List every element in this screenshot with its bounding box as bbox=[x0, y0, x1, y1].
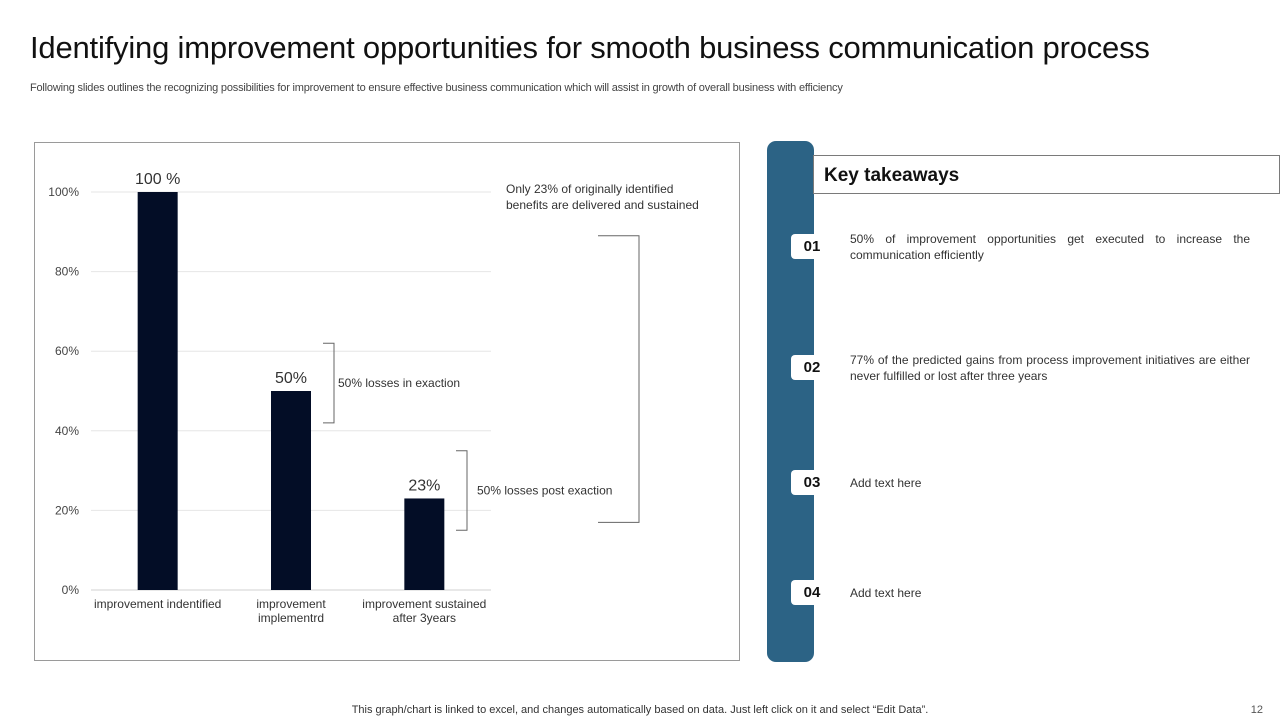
slide-title: Identifying improvement opportunities fo… bbox=[30, 30, 1150, 65]
footer-note: This graph/chart is linked to excel, and… bbox=[351, 704, 929, 716]
takeaways-title: Key takeaways bbox=[824, 165, 960, 186]
bracket-delivered bbox=[598, 235, 640, 523]
y-tick-label: 40% bbox=[55, 424, 79, 438]
takeaway-text-3[interactable]: Add text here bbox=[850, 476, 922, 490]
annotation-losses-exaction: 50% losses in exaction bbox=[338, 376, 460, 390]
bar bbox=[404, 498, 445, 590]
bar bbox=[271, 391, 311, 590]
annotation-delivered-note: Only 23% of originally identified bbox=[506, 182, 673, 196]
data-label: 23% bbox=[408, 477, 440, 494]
takeaways-accent-bar bbox=[767, 141, 814, 662]
takeaways-header: Key takeaways bbox=[813, 155, 1280, 194]
takeaway-text-1[interactable]: 50% of improvement opportunities get exe… bbox=[850, 232, 1250, 262]
y-tick-label: 100% bbox=[48, 185, 79, 199]
x-tick-label: improvement sustained bbox=[362, 597, 486, 611]
x-tick-label: improvement indentified bbox=[94, 597, 221, 611]
y-tick-label: 0% bbox=[62, 583, 80, 597]
x-tick-label: after 3years bbox=[393, 611, 456, 625]
annotation-losses-post-exaction: 50% losses post exaction bbox=[477, 484, 612, 498]
x-tick-label: improvement bbox=[256, 597, 326, 611]
takeaway-number-4: 04 bbox=[791, 580, 833, 605]
takeaway-number-3: 03 bbox=[791, 470, 833, 495]
slide-subtitle: Following slides outlines the recognizin… bbox=[30, 82, 843, 94]
y-tick-label: 60% bbox=[55, 344, 79, 358]
data-label: 100 % bbox=[135, 171, 180, 188]
data-label: 50% bbox=[275, 370, 307, 387]
y-tick-label: 80% bbox=[55, 265, 79, 279]
takeaway-number-2: 02 bbox=[791, 355, 833, 380]
bar bbox=[137, 192, 178, 590]
bar-chart[interactable]: 0% 20% 40% 60% 80% 100% 100 % improvement inden… bbox=[34, 142, 740, 661]
bracket-post-exaction bbox=[456, 450, 468, 531]
bracket-exaction bbox=[323, 342, 335, 424]
page-number: 12 bbox=[1250, 704, 1263, 716]
takeaway-number-1: 01 bbox=[791, 234, 833, 259]
x-tick-label: implementrd bbox=[258, 611, 324, 625]
takeaway-text-4[interactable]: Add text here bbox=[850, 586, 922, 600]
annotation-delivered-note: benefits are delivered and sustained bbox=[506, 198, 699, 212]
y-tick-label: 20% bbox=[55, 503, 79, 517]
takeaway-text-2[interactable]: 77% of the predicted gains from process … bbox=[850, 353, 1250, 383]
